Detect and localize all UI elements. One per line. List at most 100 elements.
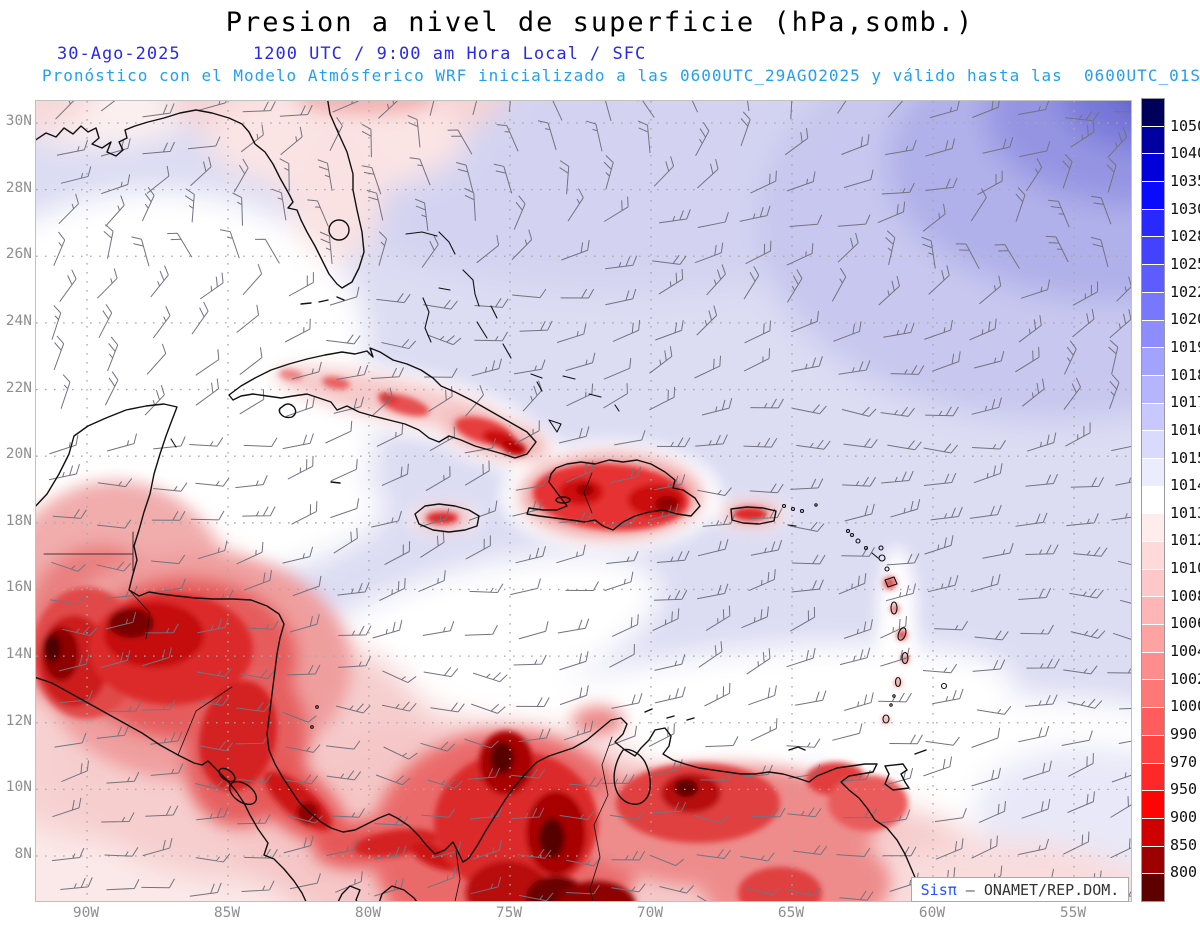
wind-barb [1062, 153, 1073, 189]
wind-barb [1018, 838, 1050, 856]
wind-barb [146, 343, 167, 375]
wind-barb [1020, 279, 1051, 299]
wind-barb [614, 430, 646, 446]
wind-barb [697, 583, 729, 600]
wind-barb [427, 101, 438, 116]
wind-barb [330, 498, 360, 519]
wind-barb [1109, 374, 1120, 409]
wind-barb [150, 731, 183, 745]
wind-barb [701, 398, 733, 416]
wind-barb [381, 463, 409, 486]
wind-barb [241, 880, 275, 892]
wind-barb [925, 138, 956, 157]
wind-barb [1018, 725, 1050, 743]
coastline-bahamas [405, 231, 620, 433]
wind-barb [233, 158, 249, 193]
wind-barb [422, 620, 455, 636]
wind-barb [378, 101, 400, 119]
wind-barb [243, 437, 278, 448]
colorbar-segment [1142, 485, 1164, 514]
wind-barb [470, 876, 502, 895]
wind-barb [955, 243, 980, 270]
wind-barb [235, 474, 268, 489]
wind-barb [698, 641, 723, 668]
wind-barb [515, 475, 548, 491]
wind-barb [337, 582, 370, 596]
wind-barb [843, 169, 874, 189]
colorbar-segment [1142, 319, 1164, 348]
wind-barb [198, 101, 229, 111]
wind-barb [697, 158, 719, 189]
wind-barb [612, 319, 641, 342]
wind-barb [743, 437, 778, 448]
wind-barb [1067, 698, 1103, 709]
wind-barb [885, 583, 917, 602]
colorbar-tick-label: 1022 [1170, 282, 1200, 301]
wind-barb [1107, 663, 1131, 674]
wind-barb [605, 288, 637, 306]
wind-barb [292, 575, 322, 597]
wind-barb [567, 188, 584, 222]
colorbar-tick-label: 1002 [1170, 669, 1200, 688]
lat-label: 20N [5, 446, 32, 463]
wind-barb [654, 686, 686, 704]
wind-barb [606, 551, 639, 564]
wind-barb [199, 272, 224, 300]
wind-barb [603, 155, 614, 190]
coastline-puerto-rico [730, 506, 777, 525]
coastline-pacific-central-america [36, 676, 418, 901]
wind-barb [696, 895, 731, 901]
wind-barb [271, 188, 287, 221]
coastline-mainland-yucatan-to-venezuela [36, 403, 926, 901]
wind-barb [741, 606, 769, 629]
wind-barb [338, 656, 371, 668]
wind-barb [750, 170, 777, 194]
wind-barb [1073, 546, 1108, 557]
model-init-line: Pronóstico con el Modelo Atmósferico WRF… [42, 66, 1200, 85]
wind-barb [197, 540, 228, 560]
wind-barb [786, 243, 814, 266]
wind-barb [881, 470, 914, 484]
wind-barb [145, 805, 179, 817]
wind-barb [384, 541, 411, 566]
wind-barb [237, 813, 271, 825]
watermark: Sisπ – ONAMET/REP.DOM. [911, 877, 1129, 902]
wind-barb [654, 654, 686, 671]
wind-barb [511, 229, 533, 260]
grid-lines [36, 101, 1131, 901]
wind-barb [972, 659, 1006, 672]
wind-barb [603, 383, 628, 409]
wind-barb [510, 578, 541, 596]
wind-barb [195, 349, 220, 376]
wind-barb [880, 616, 907, 639]
wind-barb [426, 334, 462, 346]
colorbar-tick-label: 950 [1170, 780, 1198, 799]
wind-barb [255, 238, 280, 264]
lat-label: 18N [5, 512, 32, 529]
wind-barb [1111, 434, 1131, 452]
wind-barb [472, 672, 508, 683]
wind-barb [131, 236, 150, 267]
wind-barb [338, 625, 372, 636]
wind-barb [559, 651, 589, 671]
wind-barb [1015, 512, 1048, 527]
wind-barb [60, 877, 93, 890]
wind-barb [150, 265, 169, 298]
wind-barbs [48, 101, 1131, 901]
wind-barb [468, 500, 498, 521]
wind-barb [887, 101, 908, 118]
wind-barb [923, 472, 957, 486]
wind-barb [409, 157, 431, 186]
wind-barb [430, 702, 465, 713]
wind-barb [1072, 308, 1095, 338]
wind-barb [333, 396, 365, 414]
coastline-cuba [228, 347, 537, 459]
wind-barb [878, 692, 912, 703]
colorbar-labels: 1050 1040 1035 1030 1028 1025 1022 1020 1019 1018… [1170, 98, 1200, 900]
wind-barb [54, 733, 87, 748]
wind-barb [565, 352, 596, 372]
lat-label: 14N [5, 646, 32, 663]
wind-barb [1108, 339, 1119, 375]
wind-barb [280, 126, 303, 156]
